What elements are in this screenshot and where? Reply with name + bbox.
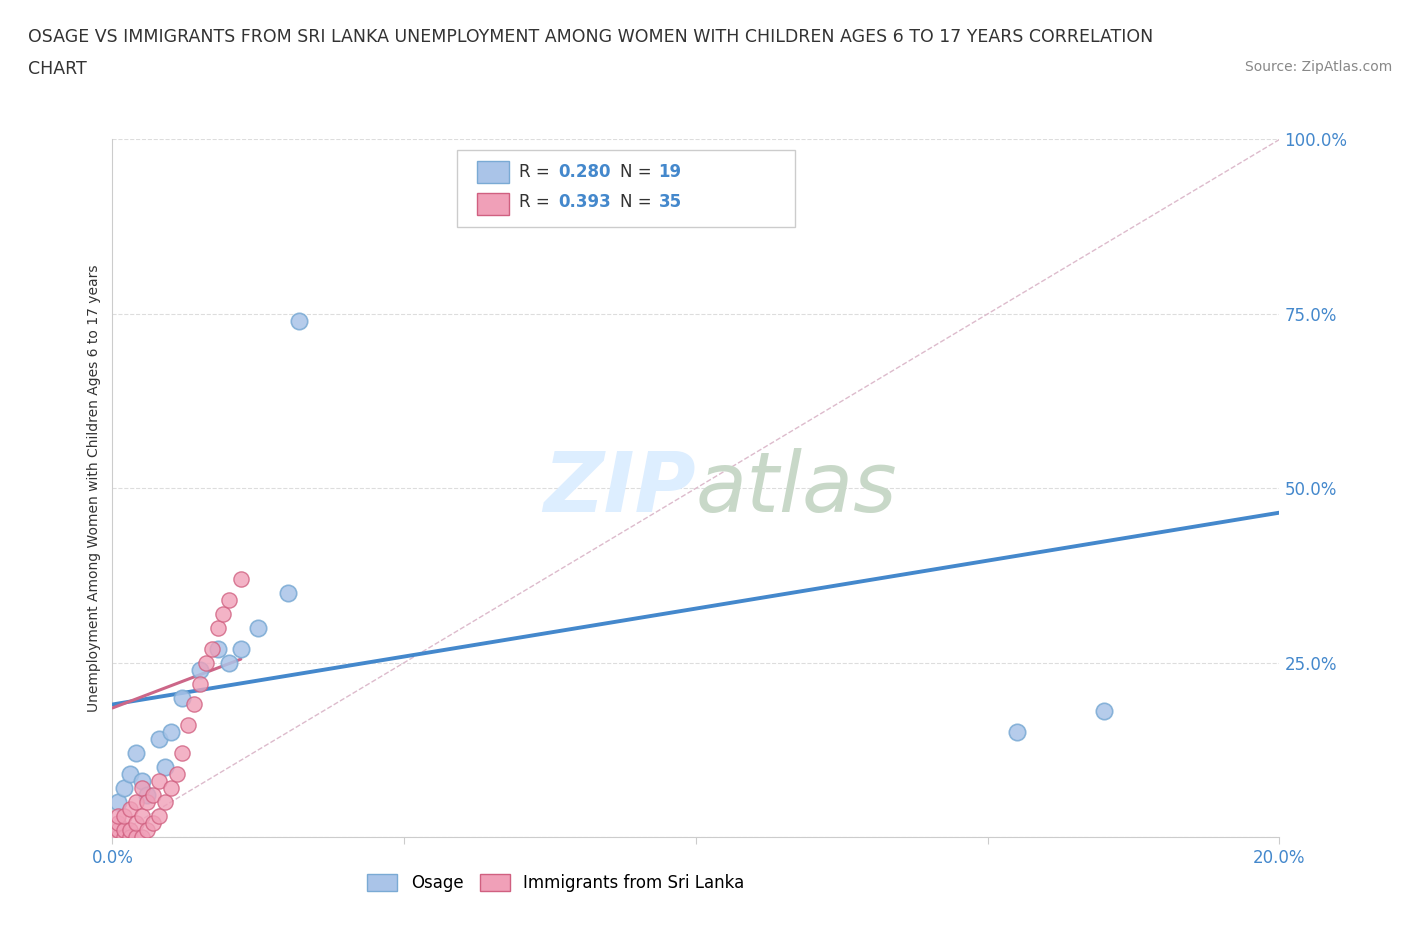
- Bar: [477, 161, 509, 183]
- Point: [112, 809, 135, 824]
- Point: [131, 809, 153, 824]
- Point: [153, 794, 176, 809]
- Point: [276, 586, 298, 601]
- Point: [125, 830, 148, 844]
- Text: 19: 19: [658, 163, 682, 180]
- Bar: [477, 193, 509, 215]
- Point: [112, 830, 135, 844]
- Point: [125, 794, 148, 809]
- Point: [188, 662, 211, 677]
- Point: [218, 592, 240, 607]
- Point: [218, 655, 240, 670]
- Point: [112, 781, 135, 796]
- Point: [188, 676, 211, 691]
- Point: [148, 774, 170, 789]
- Point: [229, 571, 252, 587]
- Point: [107, 830, 129, 844]
- Text: N =: N =: [620, 193, 657, 211]
- Text: CHART: CHART: [28, 60, 87, 78]
- Point: [118, 823, 141, 837]
- Text: 35: 35: [658, 193, 682, 211]
- Point: [212, 606, 235, 621]
- Point: [148, 732, 170, 747]
- Point: [131, 781, 153, 796]
- Point: [177, 718, 200, 733]
- Point: [125, 746, 148, 761]
- FancyBboxPatch shape: [457, 150, 796, 227]
- Point: [247, 620, 270, 635]
- Text: 0.393: 0.393: [558, 193, 612, 211]
- Point: [288, 313, 311, 328]
- Point: [148, 809, 170, 824]
- Point: [131, 774, 153, 789]
- Point: [160, 781, 183, 796]
- Point: [1005, 725, 1028, 740]
- Point: [136, 823, 159, 837]
- Point: [201, 642, 224, 657]
- Point: [107, 823, 129, 837]
- Point: [207, 620, 229, 635]
- Text: R =: R =: [519, 193, 554, 211]
- Text: 0.280: 0.280: [558, 163, 610, 180]
- Text: OSAGE VS IMMIGRANTS FROM SRI LANKA UNEMPLOYMENT AMONG WOMEN WITH CHILDREN AGES 6: OSAGE VS IMMIGRANTS FROM SRI LANKA UNEMP…: [28, 28, 1153, 46]
- Point: [131, 830, 153, 844]
- Point: [118, 830, 141, 844]
- Legend: Osage, Immigrants from Sri Lanka: Osage, Immigrants from Sri Lanka: [361, 867, 751, 898]
- Text: N =: N =: [620, 163, 657, 180]
- Text: atlas: atlas: [696, 447, 897, 529]
- Point: [136, 788, 159, 803]
- Point: [172, 746, 194, 761]
- Point: [194, 655, 217, 670]
- Point: [118, 766, 141, 781]
- Text: ZIP: ZIP: [543, 447, 696, 529]
- Point: [153, 760, 176, 775]
- Y-axis label: Unemployment Among Women with Children Ages 6 to 17 years: Unemployment Among Women with Children A…: [87, 264, 101, 712]
- Point: [112, 823, 135, 837]
- Point: [160, 725, 183, 740]
- Text: Source: ZipAtlas.com: Source: ZipAtlas.com: [1244, 60, 1392, 74]
- Point: [142, 788, 165, 803]
- Point: [107, 809, 129, 824]
- Point: [1092, 704, 1115, 719]
- Text: R =: R =: [519, 163, 554, 180]
- Point: [229, 642, 252, 657]
- Point: [107, 816, 129, 830]
- Point: [107, 794, 129, 809]
- Point: [142, 816, 165, 830]
- Point: [136, 794, 159, 809]
- Point: [172, 690, 194, 705]
- Point: [118, 802, 141, 817]
- Point: [207, 642, 229, 657]
- Point: [166, 766, 188, 781]
- Point: [125, 816, 148, 830]
- Point: [183, 698, 205, 712]
